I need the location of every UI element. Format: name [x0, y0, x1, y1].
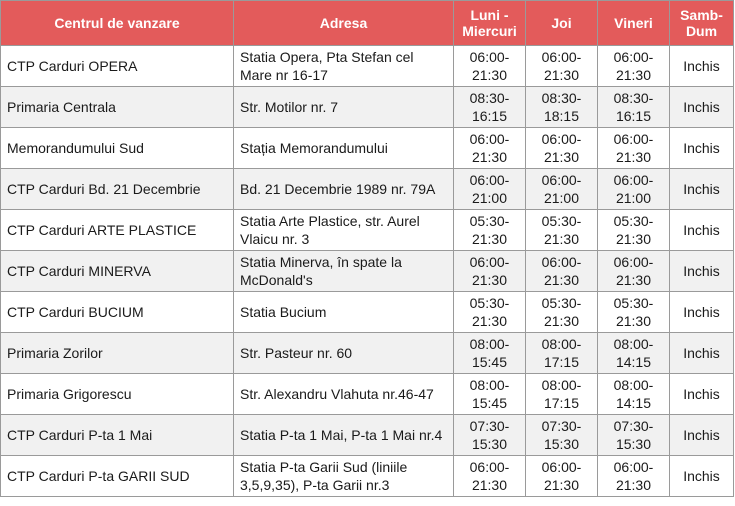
cell-joi: 07:30-15:30: [525, 414, 598, 456]
cell-joi: 08:30-18:15: [525, 86, 598, 128]
cell-joi: 08:00-17:15: [525, 373, 598, 415]
cell-vineri: 06:00-21:30: [597, 250, 670, 292]
cell-samb-dum: Inchis: [669, 168, 734, 210]
header-samb-dum: Samb-Dum: [669, 0, 734, 46]
cell-samb-dum: Inchis: [669, 291, 734, 333]
header-luni-miercuri: Luni - Miercuri: [453, 0, 526, 46]
cell-vineri: 05:30-21:30: [597, 209, 670, 251]
cell-luni-miercuri: 08:00-15:45: [453, 373, 526, 415]
cell-joi: 06:00-21:30: [525, 45, 598, 87]
cell-vineri: 05:30-21:30: [597, 291, 670, 333]
cell-adresa: Str. Alexandru Vlahuta nr.46-47: [233, 373, 454, 415]
cell-centru: CTP Carduri P-ta 1 Mai: [0, 414, 234, 456]
cell-centru: CTP Carduri P-ta GARII SUD: [0, 455, 234, 497]
cell-samb-dum: Inchis: [669, 414, 734, 456]
cell-luni-miercuri: 06:00-21:30: [453, 45, 526, 87]
cell-samb-dum: Inchis: [669, 45, 734, 87]
cell-luni-miercuri: 06:00-21:30: [453, 127, 526, 169]
cell-adresa: Str. Pasteur nr. 60: [233, 332, 454, 374]
cell-samb-dum: Inchis: [669, 332, 734, 374]
cell-luni-miercuri: 06:00-21:30: [453, 250, 526, 292]
header-centru: Centrul de vanzare: [0, 0, 234, 46]
cell-luni-miercuri: 05:30-21:30: [453, 291, 526, 333]
cell-joi: 06:00-21:00: [525, 168, 598, 210]
cell-samb-dum: Inchis: [669, 127, 734, 169]
cell-samb-dum: Inchis: [669, 250, 734, 292]
cell-luni-miercuri: 07:30-15:30: [453, 414, 526, 456]
cell-adresa: Statia Opera, Pta Stefan cel Mare nr 16-…: [233, 45, 454, 87]
cell-adresa: Bd. 21 Decembrie 1989 nr. 79A: [233, 168, 454, 210]
cell-samb-dum: Inchis: [669, 86, 734, 128]
cell-luni-miercuri: 08:30-16:15: [453, 86, 526, 128]
header-joi: Joi: [525, 0, 598, 46]
cell-adresa: Statia Minerva, în spate la McDonald's: [233, 250, 454, 292]
cell-adresa: Str. Motilor nr. 7: [233, 86, 454, 128]
table-header-row: Centrul de vanzare Adresa Luni - Miercur…: [0, 0, 734, 46]
cell-vineri: 06:00-21:00: [597, 168, 670, 210]
cell-vineri: 06:00-21:30: [597, 45, 670, 87]
cell-vineri: 07:30-15:30: [597, 414, 670, 456]
cell-centru: CTP Carduri ARTE PLASTICE: [0, 209, 234, 251]
cell-adresa: Stația Memorandumului: [233, 127, 454, 169]
cell-adresa: Statia Arte Plastice, str. Aurel Vlaicu …: [233, 209, 454, 251]
table-row: CTP Carduri BUCIUM Statia Bucium 05:30-21:…: [0, 291, 734, 333]
cell-samb-dum: Inchis: [669, 373, 734, 415]
cell-luni-miercuri: 08:00-15:45: [453, 332, 526, 374]
cell-centru: Primaria Zorilor: [0, 332, 234, 374]
table-row: Memorandumului Sud Stația Memorandumului 0…: [0, 127, 734, 169]
cell-adresa: Statia P-ta Garii Sud (liniile 3,5,9,35)…: [233, 455, 454, 497]
cell-centru: Primaria Centrala: [0, 86, 234, 128]
cell-centru: Memorandumului Sud: [0, 127, 234, 169]
cell-joi: 06:00-21:30: [525, 127, 598, 169]
table-row: CTP Carduri Bd. 21 Decembrie Bd. 21 Decem…: [0, 168, 734, 210]
cell-joi: 08:00-17:15: [525, 332, 598, 374]
cell-joi: 06:00-21:30: [525, 455, 598, 497]
cell-centru: CTP Carduri OPERA: [0, 45, 234, 87]
cell-samb-dum: Inchis: [669, 209, 734, 251]
table-row: CTP Carduri ARTE PLASTICE Statia Arte Pla…: [0, 209, 734, 251]
cell-vineri: 08:00-14:15: [597, 332, 670, 374]
table-row: Primaria Zorilor Str. Pasteur nr. 60 08:00…: [0, 332, 734, 374]
cell-vineri: 06:00-21:30: [597, 455, 670, 497]
table-row: Primaria Centrala Str. Motilor nr. 7 08:30…: [0, 86, 734, 128]
cell-centru: CTP Carduri MINERVA: [0, 250, 234, 292]
cell-samb-dum: Inchis: [669, 455, 734, 497]
cell-vineri: 06:00-21:30: [597, 127, 670, 169]
cell-centru: CTP Carduri BUCIUM: [0, 291, 234, 333]
cell-luni-miercuri: 06:00-21:30: [453, 455, 526, 497]
cell-joi: 05:30-21:30: [525, 291, 598, 333]
cell-centru: CTP Carduri Bd. 21 Decembrie: [0, 168, 234, 210]
table-row: Primaria Grigorescu Str. Alexandru Vlahut…: [0, 373, 734, 415]
table-row: CTP Carduri OPERA Statia Opera, Pta Stefa…: [0, 45, 734, 87]
cell-joi: 06:00-21:30: [525, 250, 598, 292]
header-vineri: Vineri: [597, 0, 670, 46]
cell-adresa: Statia Bucium: [233, 291, 454, 333]
header-adresa: Adresa: [233, 0, 454, 46]
table-row: CTP Carduri MINERVA Statia Minerva, în sp…: [0, 250, 734, 292]
cell-luni-miercuri: 06:00-21:00: [453, 168, 526, 210]
cell-centru: Primaria Grigorescu: [0, 373, 234, 415]
cell-vineri: 08:30-16:15: [597, 86, 670, 128]
table-row: CTP Carduri P-ta GARII SUD Statia P-ta Ga…: [0, 455, 734, 497]
cell-luni-miercuri: 05:30-21:30: [453, 209, 526, 251]
cell-vineri: 08:00-14:15: [597, 373, 670, 415]
cell-joi: 05:30-21:30: [525, 209, 598, 251]
table-row: CTP Carduri P-ta 1 Mai Statia P-ta 1 Mai,…: [0, 414, 734, 456]
cell-adresa: Statia P-ta 1 Mai, P-ta 1 Mai nr.4: [233, 414, 454, 456]
